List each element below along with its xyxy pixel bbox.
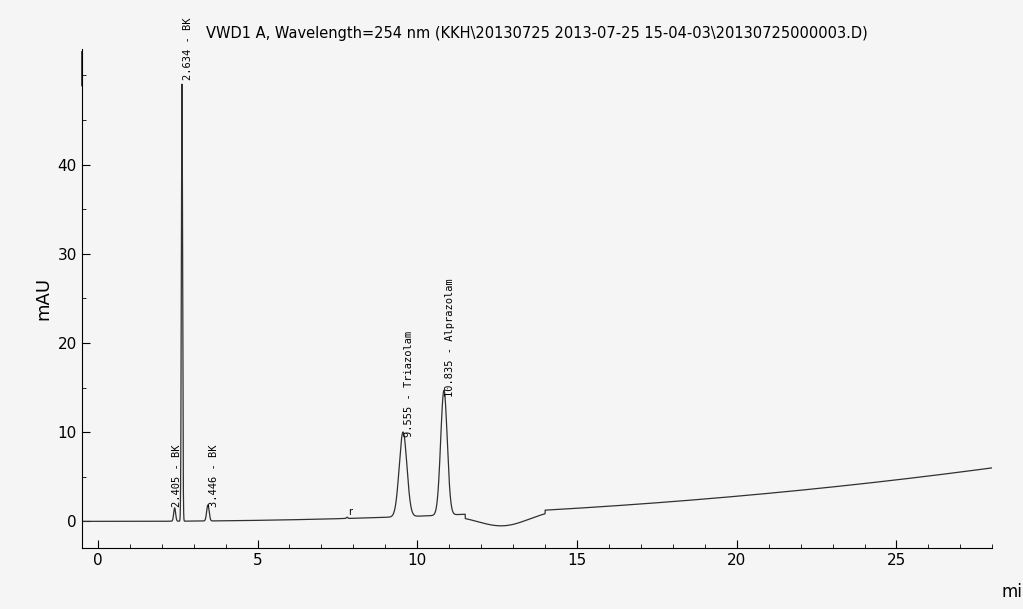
Title: VWD1 A, Wavelength=254 nm (KKH\20130725 2013-07-25 15-04-03\20130725000003.D): VWD1 A, Wavelength=254 nm (KKH\20130725 … bbox=[207, 26, 868, 41]
Text: r: r bbox=[348, 507, 352, 517]
Text: 2.405 - BK: 2.405 - BK bbox=[172, 445, 182, 507]
Text: 9.555 - Triazolam: 9.555 - Triazolam bbox=[404, 330, 414, 437]
Y-axis label: mAU: mAU bbox=[34, 277, 52, 320]
Text: 10.835 - Alprazolam: 10.835 - Alprazolam bbox=[445, 278, 455, 396]
Text: 2.634 - BK: 2.634 - BK bbox=[183, 18, 193, 80]
Text: min: min bbox=[1002, 583, 1023, 601]
Text: 3.446 - BK: 3.446 - BK bbox=[210, 445, 219, 507]
